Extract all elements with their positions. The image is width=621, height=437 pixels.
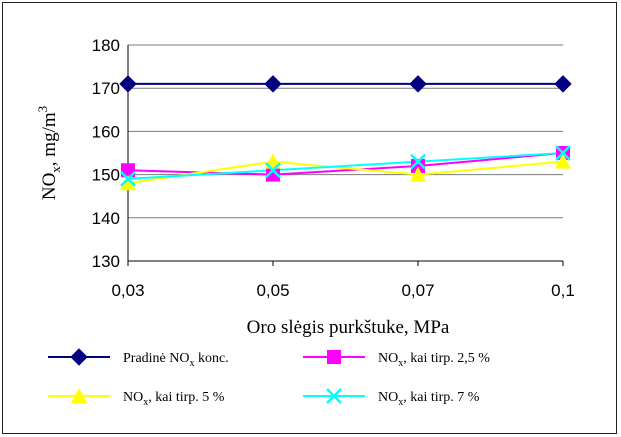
y-tick-label: 130	[92, 252, 120, 271]
data-point-series-4	[410, 153, 426, 170]
y-tick-label: 160	[92, 122, 120, 141]
legend: Pradinė NOx konc. NOx, kai tirp. 2,5 % NOx…	[48, 348, 490, 408]
data-point-series-1	[409, 75, 427, 93]
data-point-series-3	[555, 153, 571, 169]
x-marker-stroke	[555, 145, 571, 161]
series-line-4	[127, 152, 564, 180]
x-tick-labels: 0,03 0,05 0,07 0,1	[111, 261, 575, 300]
legend-label: Pradinė NOx konc.	[123, 351, 229, 369]
line-chart: 130 140 150 160 170 180 0,03 0,05 0,07 0,1 NOx, …	[35, 36, 575, 408]
data-point-series-1	[554, 75, 572, 93]
legend-item: NOx, kai tirp. 7 %	[303, 388, 480, 408]
legend-item: NOx, kai tirp. 5 %	[48, 388, 225, 408]
x-tick-label: 0,05	[256, 281, 289, 300]
x-tick-label: 0,03	[111, 281, 144, 300]
chart-frame: 130 140 150 160 170 180 0,03 0,05 0,07 0,1 NOx, …	[2, 2, 617, 434]
legend-label: NOx, kai tirp. 5 %	[123, 390, 225, 408]
y-axis-label: NOx, mg/m3	[35, 106, 63, 200]
y-tick-label: 150	[92, 166, 120, 185]
legend-label: NOx, kai tirp. 7 %	[378, 390, 480, 408]
grid	[127, 44, 563, 262]
data-point-series-2	[411, 158, 425, 173]
y-tick-label: 140	[92, 209, 120, 228]
data-point-series-1	[264, 75, 282, 93]
legend-marker	[71, 388, 87, 403]
y-tick-label: 180	[92, 36, 120, 55]
legend-marker	[70, 348, 88, 366]
data-point-series-4	[265, 162, 281, 179]
legend-label: NOx, kai tirp. 2,5 %	[378, 351, 490, 369]
x-marker-stroke	[265, 162, 281, 179]
data-point-series-1	[119, 75, 137, 93]
data-point-series-4	[555, 145, 571, 161]
x-marker-stroke	[326, 388, 342, 404]
series-layer	[119, 75, 572, 191]
x-tick-label: 0,07	[401, 281, 434, 300]
legend-item: NOx, kai tirp. 2,5 %	[303, 350, 490, 369]
legend-item: Pradinė NOx konc.	[48, 348, 229, 369]
x-axis-label: Oro slėgis purkštuke, MPa	[247, 317, 450, 338]
x-marker-stroke	[410, 153, 426, 170]
data-point-series-3	[120, 175, 136, 191]
y-tick-label: 170	[92, 79, 120, 98]
data-point-series-4	[120, 171, 136, 187]
x-tick-label: 0,1	[551, 281, 575, 300]
data-point-series-3	[410, 166, 426, 182]
x-marker-stroke	[120, 171, 136, 187]
legend-marker	[327, 350, 341, 364]
data-point-series-2	[266, 167, 280, 182]
legend-marker	[326, 388, 342, 404]
series-line-3	[127, 160, 564, 185]
y-tick-labels: 130 140 150 160 170 180	[92, 36, 120, 271]
